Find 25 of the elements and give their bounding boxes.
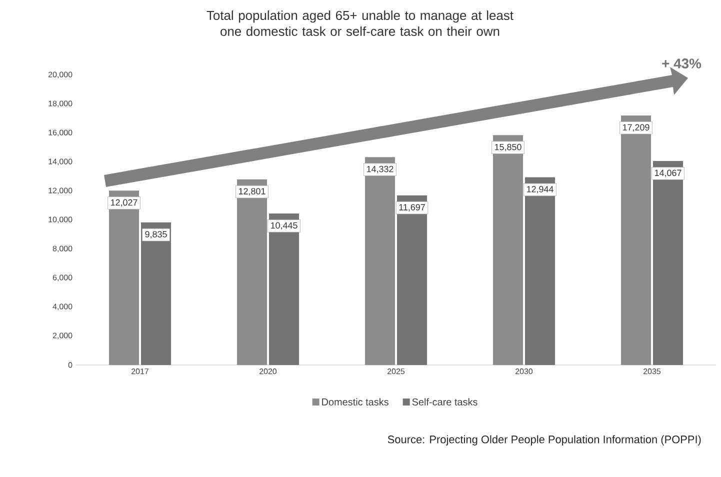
bar <box>109 190 140 365</box>
data-label: 12,944 <box>526 186 554 194</box>
legend-label: Domestic tasks <box>322 398 388 406</box>
data-label: 12,801 <box>238 188 266 196</box>
bar <box>397 195 428 365</box>
legend-label: Self-care tasks <box>412 398 478 406</box>
bar <box>269 214 300 365</box>
bar <box>365 157 396 365</box>
text: + 43% <box>662 58 702 68</box>
data-label: 14,067 <box>654 170 682 178</box>
bar <box>525 177 556 365</box>
data-label: 15,850 <box>494 144 522 152</box>
bar <box>493 135 524 365</box>
data-label: 14,332 <box>366 166 394 174</box>
data-label: 10,445 <box>270 222 298 230</box>
bar <box>141 222 172 365</box>
bar <box>653 161 684 365</box>
chart-title: Total population aged 65+ unable to manage at least one domestic task or self-care task on their own <box>206 10 514 36</box>
data-label: 12,027 <box>110 199 138 207</box>
data-label: 9,835 <box>145 231 167 238</box>
source-note: Source: Projecting Older People Population Information (POPPI) <box>388 435 701 446</box>
bar <box>621 115 652 365</box>
data-label: 11,697 <box>399 204 425 212</box>
bar <box>237 179 268 365</box>
data-label: 17,209 <box>622 124 650 132</box>
